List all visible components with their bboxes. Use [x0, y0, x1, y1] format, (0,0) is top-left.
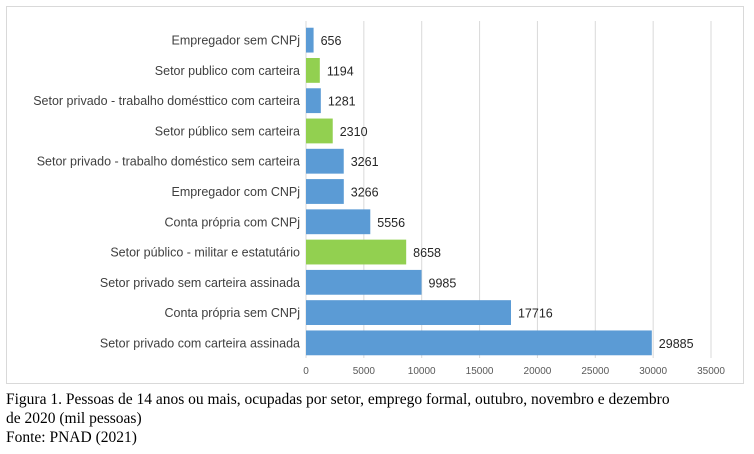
x-tick-label: 10000 [408, 366, 436, 377]
x-tick-label: 35000 [697, 366, 725, 377]
x-tick-label: 30000 [639, 366, 667, 377]
x-tick-label: 15000 [466, 366, 494, 377]
category-labels: Empregador sem CNPj Setor publico com car… [33, 34, 300, 351]
value-label: 5556 [377, 216, 405, 230]
chart-frame: Empregador sem CNPj Setor publico com car… [6, 6, 744, 384]
category-label: Setor público - militar e estatutário [110, 246, 300, 260]
figure-caption: Figura 1. Pessoas de 14 anos ou mais, oc… [6, 390, 750, 447]
category-label: Setor privado - trabalho domésttico com … [33, 94, 300, 108]
category-label: Setor privado sem carteira assinada [100, 276, 300, 290]
category-label: Setor privado - trabalho doméstico sem c… [37, 155, 300, 169]
x-axis-tick-labels: 0 5000 10000 15000 20000 25000 30000 35000 [303, 366, 725, 377]
caption-line-2: de 2020 (mil pessoas) [6, 410, 142, 427]
value-label: 9985 [429, 276, 457, 290]
value-labels: 656 1194 1281 2310 3261 3266 5556 8658 9985 17716… [321, 34, 694, 351]
caption-source: Fonte: PNAD (2021) [6, 429, 137, 446]
caption-line-1: Figura 1. Pessoas de 14 anos ou mais, oc… [6, 391, 670, 408]
category-label: Setor privado com carteira assinada [100, 336, 300, 350]
value-label: 3261 [351, 155, 379, 169]
category-label: Setor publico com carteira [155, 64, 300, 78]
x-tick-label: 5000 [353, 366, 376, 377]
x-tick-label: 0 [303, 366, 309, 377]
value-label: 1281 [328, 95, 356, 109]
bar [306, 209, 371, 235]
value-label: 1194 [327, 64, 354, 78]
bars [306, 27, 652, 356]
category-label: Conta própria sem CNPj [165, 306, 300, 320]
value-label: 3266 [351, 186, 379, 200]
bar [306, 179, 344, 204]
category-label: Setor público sem carteira [155, 124, 300, 138]
bar [306, 27, 314, 53]
bar [306, 88, 321, 114]
value-label: 17716 [518, 307, 553, 321]
bar [306, 148, 344, 174]
value-label: 656 [321, 34, 342, 48]
category-label: Conta própria com CNPj [165, 215, 300, 229]
category-label: Empregador com CNPj [171, 185, 300, 199]
value-label: 29885 [659, 337, 694, 351]
bar [306, 300, 511, 326]
bar [306, 330, 652, 356]
category-label: Empregador sem CNPj [171, 34, 300, 48]
value-label: 2310 [340, 125, 368, 139]
bar [306, 57, 320, 83]
x-tick-label: 20000 [524, 366, 552, 377]
gridlines [305, 21, 712, 358]
x-tick-label: 25000 [581, 366, 609, 377]
bar [306, 239, 407, 265]
bar [306, 269, 422, 295]
value-label: 8658 [413, 246, 441, 260]
bar-chart: Empregador sem CNPj Setor publico com car… [33, 21, 725, 377]
bar [306, 118, 333, 144]
